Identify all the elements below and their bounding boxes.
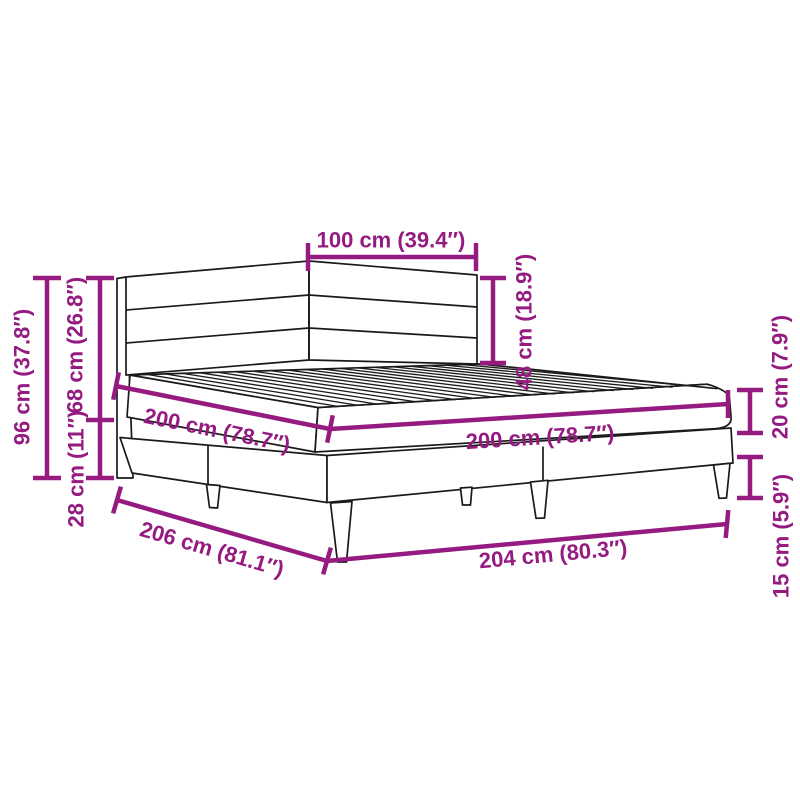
mattress-slat-line — [409, 365, 634, 391]
leg-front-left — [329, 500, 353, 563]
mattress-slat-line — [427, 365, 653, 390]
dim-line — [737, 387, 763, 436]
dimension-label-leg-height: 15 cm (5.9″) — [769, 474, 794, 598]
dimension-label-total-height: 96 cm (37.8″) — [10, 309, 35, 446]
dimension-label-frame-width: 204 cm (80.3″) — [478, 535, 628, 574]
mattress-slat-line — [304, 368, 516, 397]
mattress-slat-line — [357, 367, 575, 394]
dim-line — [305, 243, 479, 271]
mattress-slat-line — [199, 372, 397, 404]
mattress-slat-line — [287, 369, 496, 399]
mattress-slats — [147, 363, 693, 408]
dim-headboard-and-base-height: 68 cm (26.8″) 28 cm (11″) — [63, 275, 114, 528]
mattress-slat-line — [269, 369, 476, 400]
mattress-slat-line — [462, 363, 693, 387]
dimension-label-mattress-thickness: 20 cm (7.9″) — [768, 315, 793, 439]
headboard — [116, 260, 478, 479]
dim-total-height: 96 cm (37.8″) — [10, 275, 61, 481]
dim-frame-length: 206 cm (81.1″) — [110, 485, 334, 582]
dim-headboard-drop: 48 cm (18.9″) — [480, 254, 537, 391]
leg-right — [712, 462, 731, 500]
dim-leg-height: 15 cm (5.9″) — [737, 454, 794, 598]
base-front-face — [326, 427, 734, 504]
headboard-left-panel — [125, 260, 310, 376]
dim-line — [480, 275, 506, 366]
mattress-slat-line — [217, 371, 417, 403]
mattress-slat-line — [234, 371, 437, 402]
dim-line — [326, 509, 731, 564]
dimension-label-headboard-height: 68 cm (26.8″) — [63, 277, 88, 414]
mattress-slat-line — [444, 364, 673, 388]
mattress-slat-line — [322, 368, 535, 396]
dimension-label-headboard-section-width: 100 cm (39.4″) — [317, 228, 466, 253]
mattress-slat-line — [182, 372, 378, 405]
mattress-slat-line — [147, 373, 338, 408]
mattress-slat-line — [252, 370, 456, 401]
leg-front-middle — [529, 479, 549, 520]
headboard-stripe-lines — [125, 261, 478, 360]
leg-side — [205, 483, 221, 509]
base-seams — [207, 445, 544, 485]
dim-line — [33, 275, 61, 481]
dim-line — [329, 390, 731, 432]
mattress-slat-line — [392, 366, 614, 392]
dim-mattress-thickness: 20 cm (7.9″) — [737, 315, 793, 439]
bed-base — [119, 427, 734, 504]
leg-back-middle — [459, 486, 473, 506]
dim-line — [737, 454, 763, 501]
dimension-label-base-height: 28 cm (11″) — [64, 411, 89, 528]
headboard-side-strip — [116, 276, 134, 479]
mattress-slat-line — [339, 367, 555, 395]
dim-line — [86, 275, 114, 481]
mattress-slat-line — [164, 373, 358, 406]
bed-legs — [205, 462, 731, 563]
dim-headboard-section-width: 100 cm (39.4″) — [305, 228, 479, 271]
headboard-right-panel — [308, 260, 478, 365]
dimension-label-headboard-drop: 48 cm (18.9″) — [512, 254, 537, 391]
dim-frame-width: 204 cm (80.3″) — [326, 509, 731, 574]
mattress-slat-line — [374, 366, 594, 393]
